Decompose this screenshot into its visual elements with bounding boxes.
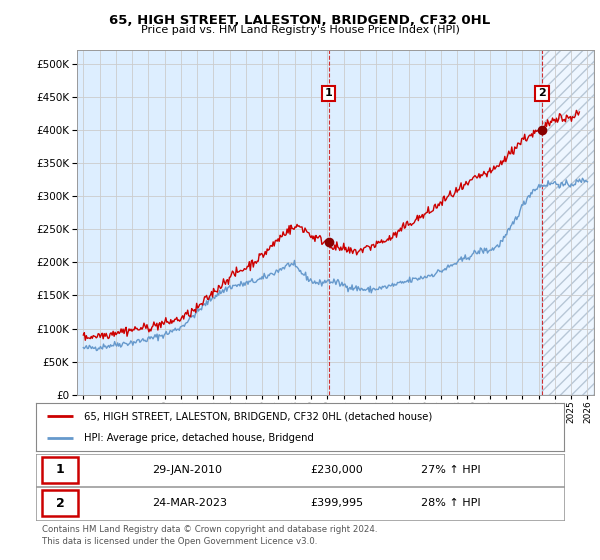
- Text: 27% ↑ HPI: 27% ↑ HPI: [421, 465, 481, 475]
- Text: HPI: Average price, detached house, Bridgend: HPI: Average price, detached house, Brid…: [83, 433, 313, 443]
- Text: Contains HM Land Registry data © Crown copyright and database right 2024.
This d: Contains HM Land Registry data © Crown c…: [42, 525, 377, 546]
- Bar: [542, 50, 594, 395]
- Bar: [542, 50, 594, 395]
- Text: £230,000: £230,000: [311, 465, 364, 475]
- Text: 28% ↑ HPI: 28% ↑ HPI: [421, 498, 481, 508]
- Text: Price paid vs. HM Land Registry's House Price Index (HPI): Price paid vs. HM Land Registry's House …: [140, 25, 460, 35]
- Text: 65, HIGH STREET, LALESTON, BRIDGEND, CF32 0HL (detached house): 65, HIGH STREET, LALESTON, BRIDGEND, CF3…: [83, 411, 432, 421]
- Text: £399,995: £399,995: [311, 498, 364, 508]
- Text: 1: 1: [56, 463, 65, 477]
- Text: 24-MAR-2023: 24-MAR-2023: [152, 498, 227, 508]
- Text: 2: 2: [56, 497, 65, 510]
- FancyBboxPatch shape: [43, 491, 78, 516]
- FancyBboxPatch shape: [43, 457, 78, 483]
- Text: 29-JAN-2010: 29-JAN-2010: [152, 465, 222, 475]
- Text: 65, HIGH STREET, LALESTON, BRIDGEND, CF32 0HL: 65, HIGH STREET, LALESTON, BRIDGEND, CF3…: [109, 14, 491, 27]
- Text: 1: 1: [325, 88, 332, 99]
- Text: 2: 2: [538, 88, 546, 99]
